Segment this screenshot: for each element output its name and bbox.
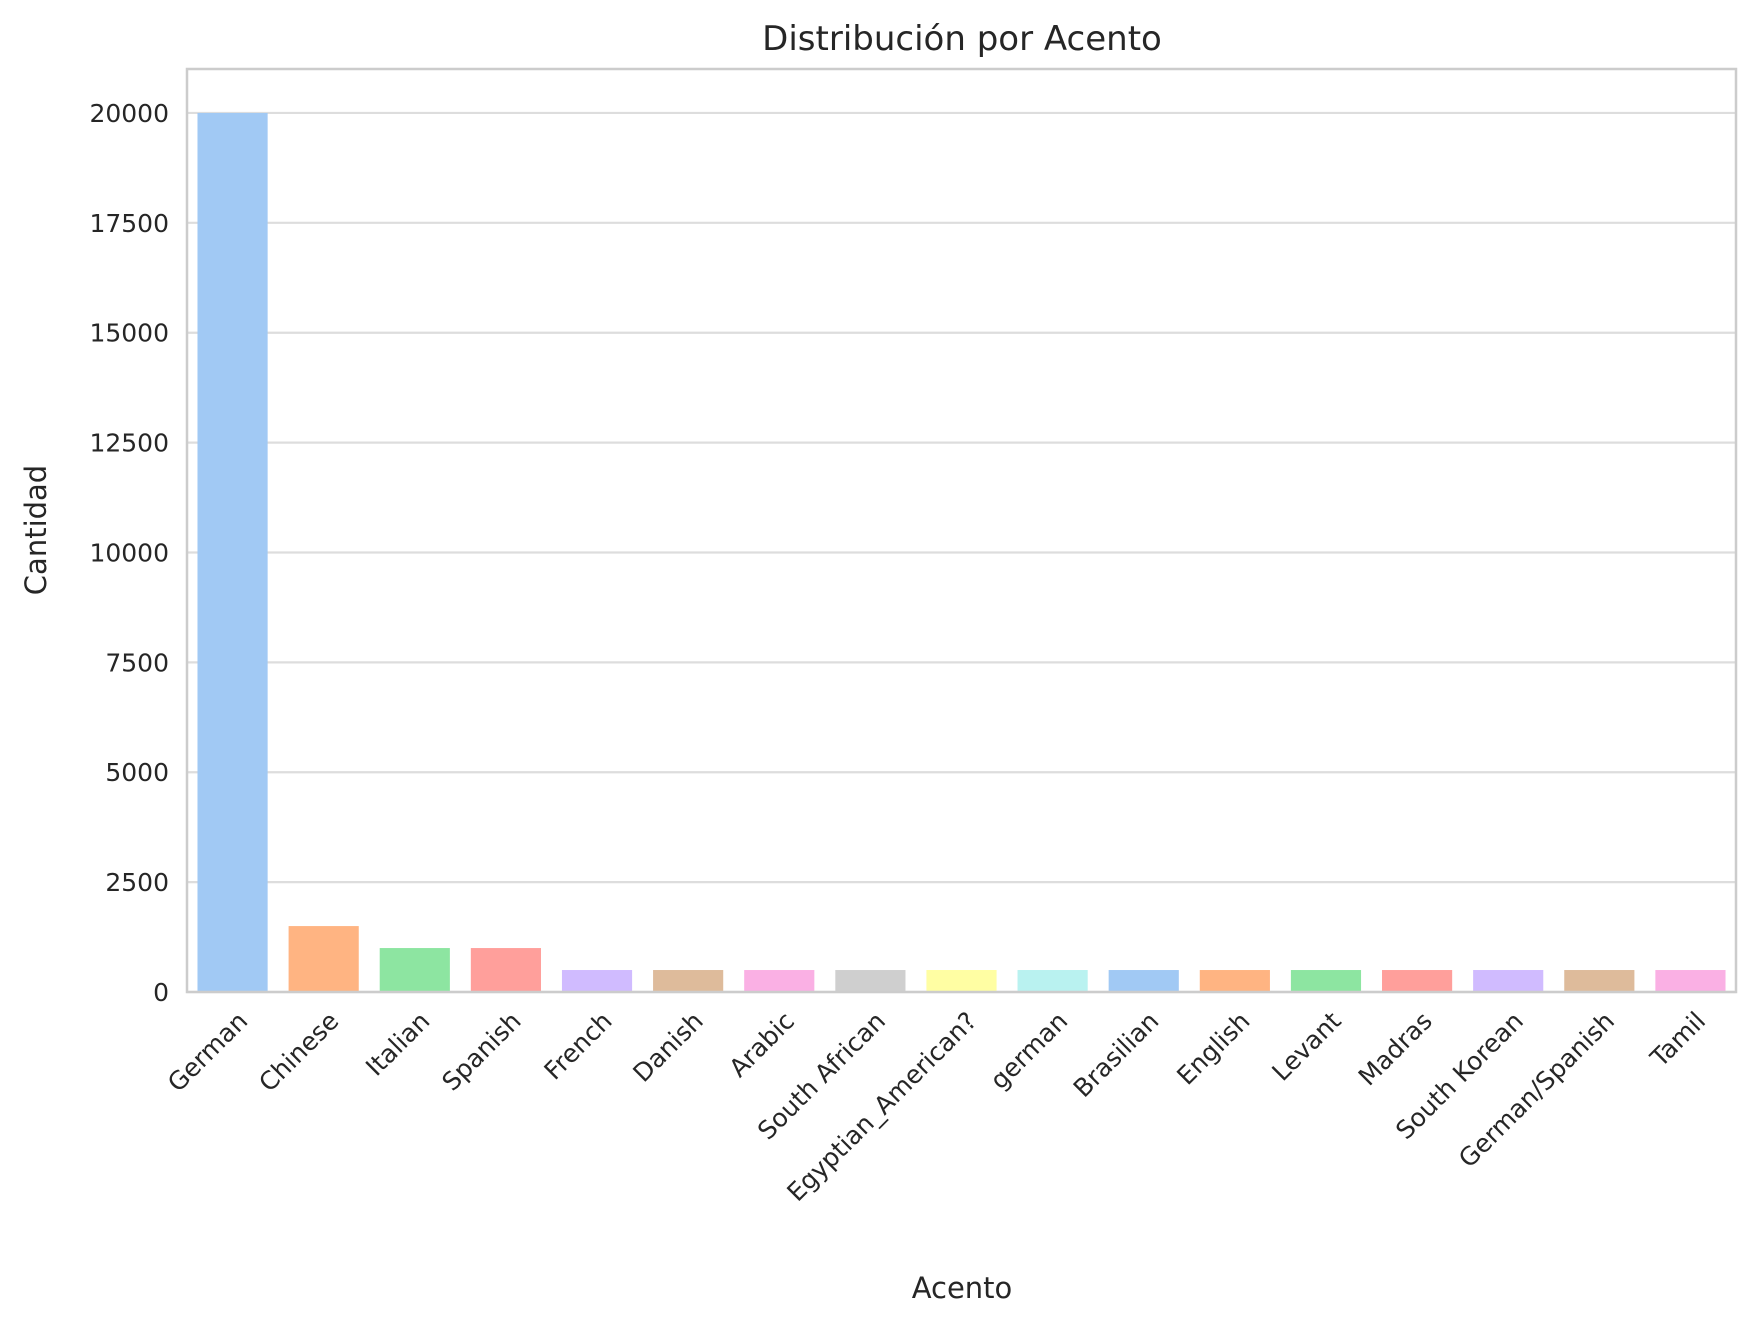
y-tick-label: 7500 — [105, 648, 169, 677]
y-tick-label: 20000 — [89, 99, 169, 128]
bar-madras — [1382, 970, 1453, 992]
x-axis-label: Acento — [912, 1271, 1013, 1305]
y-tick-label: 5000 — [105, 758, 169, 787]
y-axis-label: Cantidad — [19, 465, 53, 595]
bar-brasilian — [1108, 970, 1179, 992]
y-tick-label: 10000 — [89, 538, 169, 567]
y-tick-label: 15000 — [89, 319, 169, 348]
y-tick-label: 0 — [153, 978, 169, 1007]
bar-arabic — [744, 970, 815, 992]
bar-german — [1017, 970, 1088, 992]
bar-german-spanish — [1564, 970, 1635, 992]
bar-danish — [653, 970, 724, 992]
y-tick-labels: 0 2500 5000 7500 10000 12500 15000 17500 20000 — [89, 99, 169, 1007]
bar-chinese — [288, 926, 359, 992]
y-tick-label: 17500 — [89, 209, 169, 238]
bar-tamil — [1655, 970, 1726, 992]
bar-italian — [379, 948, 450, 992]
y-tick-label: 2500 — [105, 868, 169, 897]
bar-south-african — [835, 970, 906, 992]
bars — [197, 112, 1726, 992]
bar-south-korean — [1473, 970, 1544, 992]
bar-levant — [1290, 970, 1362, 992]
bar-german — [197, 112, 268, 992]
bar-egyptian-american — [926, 970, 997, 992]
bar-english — [1199, 970, 1270, 992]
y-tick-label: 12500 — [89, 429, 169, 458]
bar-spanish — [470, 948, 541, 992]
plot-frame — [185, 67, 1738, 994]
chart-title: Distribución por Acento — [762, 19, 1162, 59]
bar-french — [561, 970, 633, 992]
